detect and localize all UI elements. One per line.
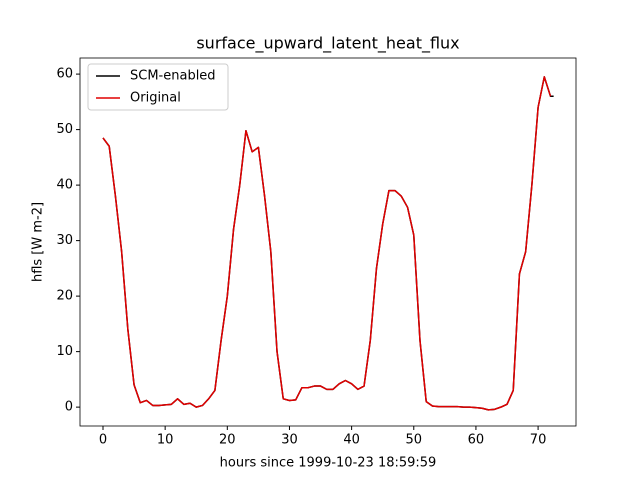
series-line (102, 76, 552, 411)
x-tick-label: 40 (343, 433, 360, 448)
x-tick-label: 50 (406, 433, 423, 448)
x-tick-label: 20 (219, 433, 236, 448)
legend-box (87, 63, 229, 111)
x-tick-label: 10 (157, 433, 174, 448)
y-tick-label: 50 (56, 122, 73, 137)
legend-label: Original (130, 91, 181, 106)
x-tick-label: 30 (281, 433, 298, 448)
x-tick-label: 70 (530, 433, 547, 448)
x-tick-label: 60 (468, 433, 485, 448)
x-tick-label: 0 (99, 433, 107, 448)
chart-title: surface_upward_latent_heat_flux (196, 34, 459, 54)
y-tick-label: 10 (56, 344, 73, 359)
y-axis-label: hfls [W m-2] (31, 202, 46, 282)
legend-label: SCM-enabled (130, 69, 216, 84)
y-tick-label: 20 (56, 289, 73, 304)
x-axis-label: hours since 1999-10-23 18:59:59 (220, 456, 437, 471)
series-line (102, 76, 554, 411)
axes-frame (79, 57, 577, 427)
y-tick-label: 0 (65, 400, 73, 415)
y-tick-label: 40 (56, 178, 73, 193)
y-tick-label: 60 (56, 67, 73, 82)
y-tick-label: 30 (56, 233, 73, 248)
